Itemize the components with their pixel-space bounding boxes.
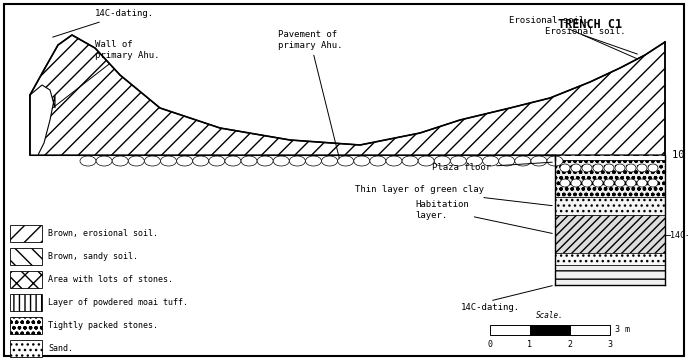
Bar — [10, 271, 42, 288]
Ellipse shape — [96, 156, 112, 166]
Bar — [555, 160, 665, 197]
Text: 10 M: 10 M — [672, 150, 688, 160]
Polygon shape — [30, 85, 55, 155]
Ellipse shape — [626, 179, 636, 187]
Ellipse shape — [604, 164, 614, 172]
Text: 3 m: 3 m — [615, 325, 630, 334]
Ellipse shape — [582, 164, 592, 172]
Bar — [555, 265, 665, 285]
Ellipse shape — [434, 156, 450, 166]
Ellipse shape — [128, 156, 144, 166]
Text: 3: 3 — [608, 340, 612, 349]
Ellipse shape — [386, 156, 402, 166]
Ellipse shape — [593, 164, 603, 172]
Ellipse shape — [515, 156, 531, 166]
Text: Sand.: Sand. — [48, 344, 73, 353]
Text: 0: 0 — [488, 340, 493, 349]
Ellipse shape — [354, 156, 369, 166]
Text: Habitation
layer.: Habitation layer. — [415, 200, 552, 233]
Ellipse shape — [499, 156, 515, 166]
Ellipse shape — [560, 164, 570, 172]
Text: Brown, sandy soil.: Brown, sandy soil. — [48, 252, 138, 261]
Ellipse shape — [193, 156, 208, 166]
Ellipse shape — [177, 156, 193, 166]
Ellipse shape — [418, 156, 434, 166]
Ellipse shape — [482, 156, 499, 166]
Polygon shape — [30, 35, 665, 155]
Ellipse shape — [402, 156, 418, 166]
Ellipse shape — [273, 156, 289, 166]
Ellipse shape — [321, 156, 338, 166]
Bar — [10, 294, 42, 311]
Bar — [570, 325, 610, 335]
Ellipse shape — [593, 179, 603, 187]
Text: Pavement of
primary Ahu.: Pavement of primary Ahu. — [278, 30, 342, 158]
Text: Erosional soil.: Erosional soil. — [509, 16, 638, 59]
Ellipse shape — [225, 156, 241, 166]
Text: Plaza floor: Plaza floor — [432, 162, 552, 172]
Ellipse shape — [648, 179, 658, 187]
Ellipse shape — [241, 156, 257, 166]
Ellipse shape — [338, 156, 354, 166]
Text: Thin layer of green clay: Thin layer of green clay — [355, 185, 552, 206]
Ellipse shape — [571, 164, 581, 172]
Ellipse shape — [626, 164, 636, 172]
Text: 14C-dating.: 14C-dating. — [460, 302, 519, 311]
Bar — [10, 317, 42, 334]
Bar — [10, 248, 42, 265]
Text: Tightly packed stones.: Tightly packed stones. — [48, 321, 158, 330]
Ellipse shape — [571, 179, 581, 187]
Ellipse shape — [290, 156, 305, 166]
Ellipse shape — [615, 164, 625, 172]
Bar — [555, 253, 665, 265]
Ellipse shape — [144, 156, 160, 166]
Ellipse shape — [370, 156, 386, 166]
Ellipse shape — [80, 156, 96, 166]
Ellipse shape — [305, 156, 321, 166]
Text: 2: 2 — [568, 340, 572, 349]
Bar — [10, 225, 42, 242]
Ellipse shape — [582, 179, 592, 187]
Ellipse shape — [466, 156, 482, 166]
Ellipse shape — [637, 179, 647, 187]
Text: Scale.: Scale. — [536, 311, 564, 320]
Text: Wall of
primary Ahu.: Wall of primary Ahu. — [52, 40, 160, 108]
Ellipse shape — [257, 156, 273, 166]
Ellipse shape — [112, 156, 128, 166]
Text: Area with lots of stones.: Area with lots of stones. — [48, 275, 173, 284]
Ellipse shape — [531, 156, 547, 166]
Text: Brown, erosional soil.: Brown, erosional soil. — [48, 229, 158, 238]
Ellipse shape — [560, 179, 570, 187]
Ellipse shape — [604, 179, 614, 187]
Text: 14C-dating: 14C-dating — [670, 230, 688, 239]
Ellipse shape — [160, 156, 177, 166]
Ellipse shape — [451, 156, 466, 166]
Ellipse shape — [615, 179, 625, 187]
Ellipse shape — [648, 164, 658, 172]
Bar — [555, 197, 665, 215]
Text: 14C-dating.: 14C-dating. — [53, 9, 154, 37]
Text: TRENCH C1: TRENCH C1 — [558, 18, 622, 31]
Bar — [490, 325, 530, 335]
Text: 1: 1 — [528, 340, 533, 349]
Ellipse shape — [547, 156, 563, 166]
Ellipse shape — [637, 164, 647, 172]
Text: Erosional soil.: Erosional soil. — [545, 27, 625, 36]
Ellipse shape — [209, 156, 225, 166]
Bar — [555, 215, 665, 253]
Text: Layer of powdered moai tuff.: Layer of powdered moai tuff. — [48, 298, 188, 307]
Bar — [530, 325, 570, 335]
Bar — [10, 340, 42, 357]
